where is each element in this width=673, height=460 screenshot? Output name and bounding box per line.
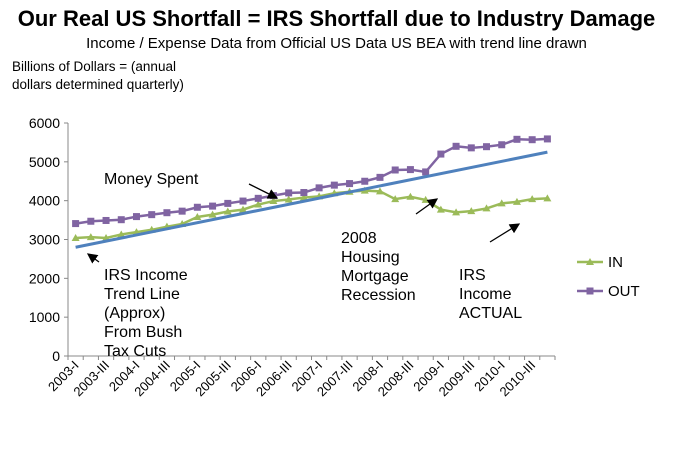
- data-point: [452, 142, 460, 150]
- legend-item-in: IN: [577, 254, 623, 271]
- data-point: [86, 233, 95, 241]
- y-tick-label: 3000: [29, 232, 60, 248]
- data-point: [376, 173, 384, 181]
- data-point: [102, 216, 110, 224]
- data-point: [132, 213, 140, 221]
- y-tick-label: 1000: [29, 309, 60, 325]
- trend-line: [75, 150, 548, 249]
- y-axis-label-line-1: Billions of Dollars = (annual: [12, 59, 176, 74]
- data-point: [208, 210, 217, 218]
- data-point: [543, 194, 552, 202]
- y-tick-label: 5000: [29, 154, 60, 170]
- annotation-line: Recession: [341, 287, 416, 304]
- data-point: [178, 207, 186, 215]
- data-point: [299, 193, 308, 201]
- data-point: [528, 136, 536, 144]
- series-out: [72, 135, 551, 228]
- annotation-line: Income: [459, 286, 512, 303]
- annotation-line: ACTUAL: [459, 305, 523, 322]
- data-point: [543, 135, 551, 143]
- legend-label: OUT: [608, 283, 640, 300]
- chart-subtitle: Income / Expense Data from Official US D…: [86, 35, 587, 52]
- data-point: [285, 189, 293, 197]
- annotation-line: Tax Cuts: [104, 343, 167, 360]
- annotation-arrow: [248, 183, 279, 199]
- data-point: [497, 199, 506, 207]
- series-in: [71, 186, 552, 241]
- annotation-money-spent: Money Spent: [104, 170, 198, 189]
- annotation-irs-trend: IRS Income Trend Line (Approx) From Bush…: [104, 266, 188, 361]
- annotation-arrow: [86, 253, 100, 264]
- annotation-line: Money Spent: [104, 171, 199, 188]
- data-point: [269, 197, 278, 205]
- annotation-arrow: [489, 223, 521, 243]
- data-point: [452, 208, 461, 216]
- legend-marker: [586, 287, 594, 295]
- data-point: [437, 150, 445, 158]
- data-point: [163, 209, 171, 217]
- data-point: [315, 184, 323, 192]
- chart-title: Our Real US Shortfall = IRS Shortfall du…: [17, 6, 656, 31]
- annotation-line: (Approx): [104, 305, 166, 322]
- y-tick-label: 2000: [29, 270, 60, 286]
- y-tick-label: 0: [52, 348, 60, 364]
- data-point: [512, 197, 521, 205]
- data-point: [72, 220, 80, 228]
- series-trend-line: [75, 150, 548, 249]
- annotation-line: Mortgage: [341, 268, 409, 285]
- series-line: [75, 189, 548, 240]
- data-point: [223, 207, 232, 215]
- data-point: [422, 168, 430, 176]
- data-point: [483, 143, 491, 151]
- data-point: [117, 216, 125, 224]
- data-point: [406, 166, 414, 174]
- annotation-line: Housing: [341, 249, 400, 266]
- annotation-line: IRS Income: [104, 267, 188, 284]
- data-point: [498, 141, 506, 149]
- y-tick-label: 4000: [29, 193, 60, 209]
- y-axis-label: Billions of Dollars = (annual dollars de…: [12, 58, 262, 94]
- data-point: [148, 211, 156, 219]
- data-point: [239, 205, 248, 213]
- y-axis-label-line-2: dollars determined quarterly): [12, 77, 184, 92]
- data-point: [193, 212, 202, 220]
- annotation-line: Trend Line: [104, 286, 180, 303]
- legend-label: IN: [608, 254, 623, 271]
- data-point: [528, 195, 537, 203]
- data-point: [467, 207, 476, 215]
- data-point: [436, 205, 445, 213]
- data-point: [361, 177, 369, 185]
- data-point: [391, 195, 400, 203]
- data-point: [239, 197, 247, 205]
- data-point: [330, 181, 338, 189]
- legend-item-out: OUT: [577, 283, 640, 300]
- data-point: [513, 135, 521, 143]
- data-point: [482, 204, 491, 212]
- data-point: [71, 233, 80, 241]
- annotation-irs-actual: IRS Income ACTUAL: [459, 266, 522, 323]
- data-point: [375, 187, 384, 195]
- data-point: [193, 203, 201, 211]
- data-point: [209, 202, 217, 210]
- data-point: [254, 200, 263, 208]
- data-point: [406, 192, 415, 200]
- data-point: [254, 194, 262, 202]
- data-point: [87, 217, 95, 225]
- data-point: [117, 230, 126, 238]
- data-point: [467, 144, 475, 152]
- annotation-arrow: [415, 198, 439, 215]
- data-point: [346, 180, 354, 188]
- data-point: [284, 195, 293, 203]
- annotation-line: From Bush: [104, 324, 183, 341]
- data-point: [300, 189, 308, 197]
- annotation-line: 2008: [341, 230, 377, 247]
- annotation-2008-recession: 2008 Housing Mortgage Recession: [341, 229, 416, 305]
- data-point: [391, 166, 399, 174]
- legend-marker: [586, 258, 594, 265]
- data-point: [224, 199, 232, 207]
- annotation-line: IRS: [459, 267, 486, 284]
- y-tick-label: 6000: [29, 115, 60, 131]
